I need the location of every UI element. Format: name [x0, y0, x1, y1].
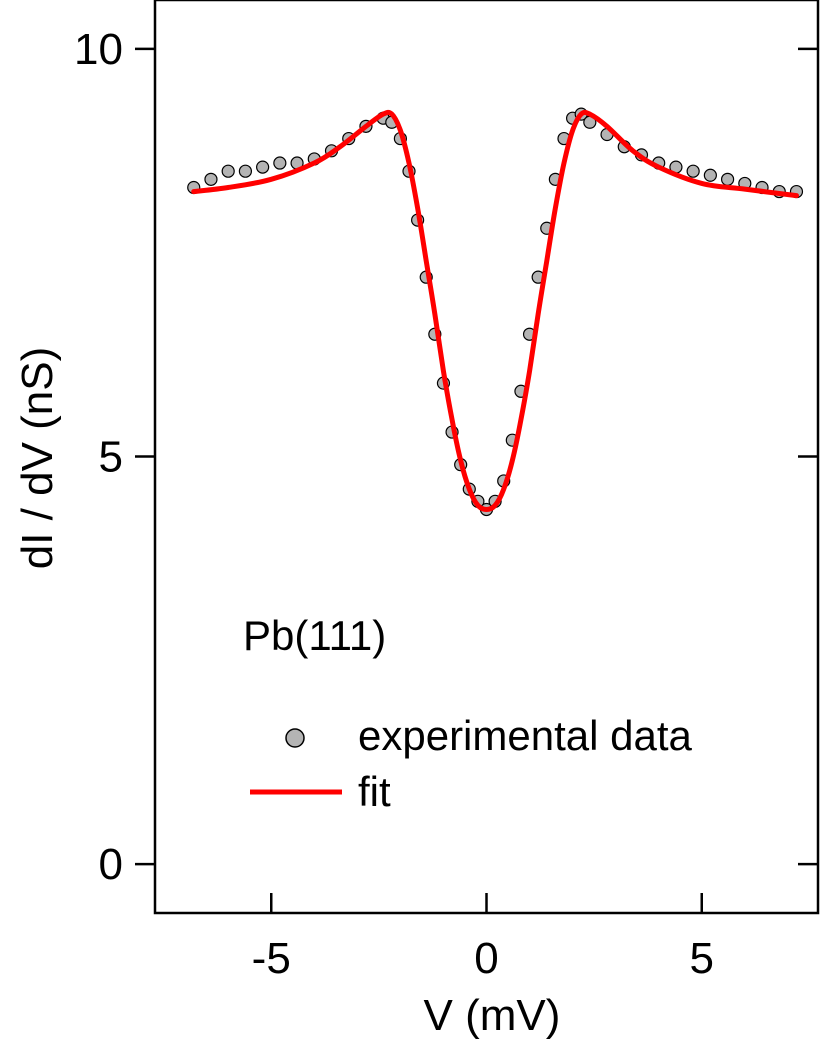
axis-tick-labels: -5 0 5 0 5 10 [74, 25, 714, 983]
plot-frame [153, 0, 820, 915]
annotation-label: Pb(111) [243, 612, 386, 659]
legend: experimental data fit [250, 712, 693, 815]
fit-line [191, 109, 799, 512]
data-point-41 [686, 164, 700, 178]
legend-label-points: experimental data [358, 712, 693, 759]
axis-ticks [135, 47, 818, 913]
x-tick-label-0: -5 [252, 934, 291, 983]
y-tick-label-0: 0 [99, 840, 123, 889]
data-point-2 [221, 164, 235, 178]
x-tick-label-2: 5 [690, 934, 714, 983]
data-point-4 [256, 160, 270, 174]
legend-label-fit: fit [358, 768, 391, 815]
data-point-42 [703, 168, 717, 182]
x-axis-title: V (mV) [424, 991, 561, 1040]
y-tick-label-2: 10 [74, 25, 123, 74]
data-point-3 [238, 164, 253, 178]
data-point-1 [204, 172, 218, 186]
data-point-43 [720, 172, 735, 186]
x-tick-label-1: 0 [474, 934, 498, 983]
data-points [187, 107, 804, 517]
y-tick-label-1: 5 [99, 433, 123, 482]
y-axis-title: dI / dV (nS) [13, 347, 62, 570]
data-point-5 [273, 156, 287, 170]
legend-marker-points [285, 728, 305, 748]
